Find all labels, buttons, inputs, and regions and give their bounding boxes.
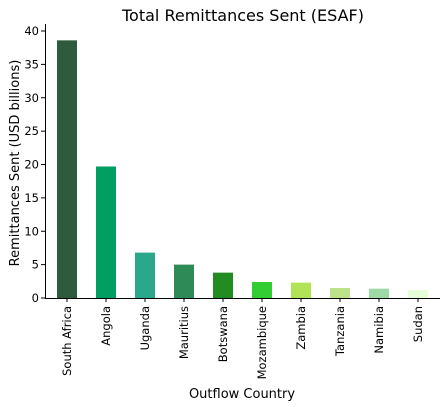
bar-angola (96, 166, 116, 298)
bars-group (57, 40, 428, 298)
y-tick-label: 40 (24, 24, 39, 38)
bar-sudan (408, 289, 428, 298)
bar-uganda (135, 252, 155, 298)
bar-south-africa (57, 40, 77, 298)
y-tick-label: 35 (24, 57, 39, 71)
x-tick-label: Mauritius (177, 306, 191, 359)
x-tick-label: Mozambique (255, 306, 269, 379)
x-tick-label: Sudan (411, 306, 425, 342)
x-tick-label: Botswana (216, 306, 230, 362)
y-tick-label: 0 (32, 291, 39, 305)
x-tick-label: Namibia (372, 306, 386, 354)
x-tick-label: Angola (99, 306, 113, 346)
y-axis-ticks: 0 5 10 15 20 25 30 35 40 (24, 24, 45, 305)
chart-title: Total Remittances Sent (ESAF) (121, 6, 364, 25)
x-tick-label: Tanzania (333, 306, 347, 357)
x-tick-label: Zambia (294, 306, 308, 350)
y-axis-label: Remittances Sent (USD billions) (8, 60, 23, 267)
y-tick-label: 25 (24, 124, 39, 138)
x-tick-label: Uganda (138, 306, 152, 350)
bar-tanzania (330, 287, 350, 298)
bar-mozambique (252, 281, 272, 298)
y-tick-label: 5 (32, 258, 39, 272)
x-tick-label: South Africa (60, 306, 74, 376)
y-tick-label: 15 (24, 191, 39, 205)
bar-botswana (213, 272, 233, 298)
y-tick-label: 20 (24, 158, 39, 172)
bar-zambia (291, 282, 311, 298)
bar-mauritius (174, 264, 194, 298)
bar-namibia (369, 288, 389, 298)
y-tick-label: 10 (24, 224, 39, 238)
x-axis-ticks: South Africa Angola Uganda Mauritius Botswan… (60, 298, 425, 379)
x-axis-label: Outflow Country (189, 387, 295, 402)
y-tick-label: 30 (24, 91, 39, 105)
